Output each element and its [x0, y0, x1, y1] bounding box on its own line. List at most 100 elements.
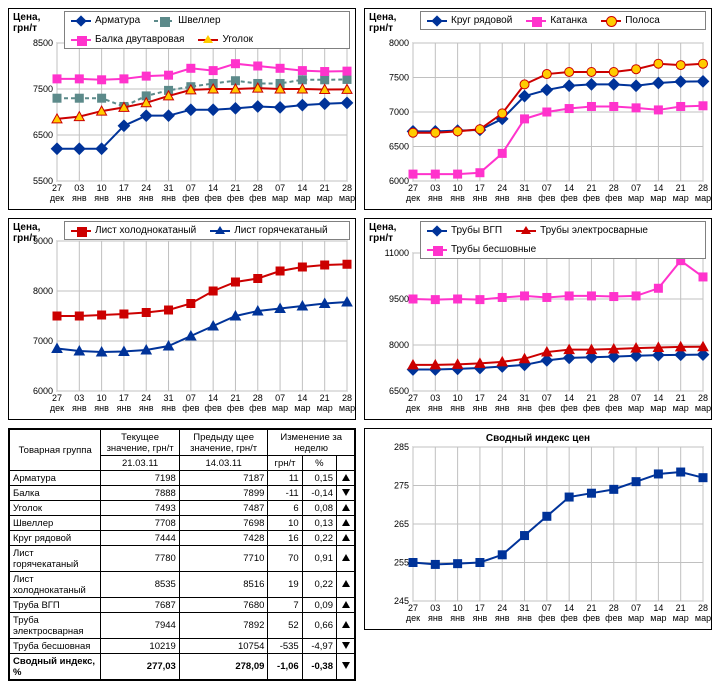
svg-text:28: 28	[342, 183, 352, 193]
svg-text:14: 14	[208, 183, 218, 193]
trend-up-icon	[342, 601, 350, 608]
svg-text:дек: дек	[50, 403, 64, 413]
svg-text:фев: фев	[205, 193, 222, 203]
svg-text:07: 07	[631, 393, 641, 403]
svg-text:10: 10	[453, 393, 463, 403]
svg-text:14: 14	[653, 393, 663, 403]
data-table: Товарная группаТекущее значение, грн/тПр…	[9, 429, 355, 680]
svg-text:6000: 6000	[389, 176, 409, 186]
svg-text:фев: фев	[561, 193, 578, 203]
svg-text:мар: мар	[339, 193, 355, 203]
svg-text:21: 21	[676, 393, 686, 403]
legend-item: Трубы электросварные	[516, 225, 648, 236]
svg-text:28: 28	[609, 603, 619, 613]
svg-text:03: 03	[430, 183, 440, 193]
svg-text:мар: мар	[628, 403, 644, 413]
svg-text:14: 14	[653, 603, 663, 613]
svg-text:07: 07	[631, 603, 641, 613]
chart-grid: Цена,грн/тАрматураШвеллерБалка двутавров…	[8, 8, 712, 681]
svg-text:17: 17	[475, 603, 485, 613]
svg-text:8000: 8000	[33, 286, 53, 296]
svg-text:янв: янв	[161, 403, 176, 413]
table-row: Труба бесшовная1021910754-535-4,97	[10, 639, 355, 654]
trend-up-icon	[342, 554, 350, 561]
svg-text:янв: янв	[517, 613, 532, 623]
svg-text:265: 265	[394, 519, 409, 529]
svg-text:7000: 7000	[33, 336, 53, 346]
chart-legend: Трубы ВГПТрубы электросварныеТрубы бесшо…	[420, 221, 706, 259]
svg-text:07: 07	[275, 183, 285, 193]
chart-1: Цена,грн/тАрматураШвеллерБалка двутавров…	[8, 8, 356, 210]
svg-text:14: 14	[297, 183, 307, 193]
svg-text:10: 10	[97, 183, 107, 193]
svg-text:фев: фев	[605, 193, 622, 203]
svg-text:21: 21	[230, 393, 240, 403]
table-row: Лист горячекатаный77807710700,91	[10, 546, 355, 572]
svg-text:янв: янв	[428, 193, 443, 203]
svg-text:фев: фев	[227, 403, 244, 413]
svg-text:янв: янв	[473, 193, 488, 203]
svg-text:07: 07	[631, 183, 641, 193]
svg-text:мар: мар	[695, 193, 711, 203]
svg-text:дек: дек	[406, 403, 420, 413]
table-row: Круг рядовой74447428160,22	[10, 531, 355, 546]
y-axis-label: Цена,грн/т	[369, 12, 396, 34]
svg-text:03: 03	[430, 393, 440, 403]
svg-text:фев: фев	[227, 193, 244, 203]
table-row: Швеллер77087698100,13	[10, 516, 355, 531]
chart-2: Цена,грн/тКруг рядовойКатанкаПолоса60006…	[364, 8, 712, 210]
svg-text:фев: фев	[538, 613, 555, 623]
table-row: Лист холоднокатаный85358516190,22	[10, 572, 355, 598]
svg-text:28: 28	[609, 393, 619, 403]
svg-text:7500: 7500	[389, 73, 409, 83]
svg-text:27: 27	[52, 393, 62, 403]
svg-text:мар: мар	[317, 193, 333, 203]
svg-text:дек: дек	[50, 193, 64, 203]
svg-text:янв: янв	[161, 193, 176, 203]
legend-item: Балка двутавровая	[71, 34, 184, 45]
svg-text:03: 03	[430, 603, 440, 613]
legend-item: Лист холоднокатаный	[71, 225, 196, 236]
svg-text:мар: мар	[695, 613, 711, 623]
svg-text:янв: янв	[139, 403, 154, 413]
table-row: Труба ВГП7687768070,09	[10, 598, 355, 613]
svg-text:фев: фев	[561, 613, 578, 623]
svg-text:9500: 9500	[389, 294, 409, 304]
y-axis-label: Цена,грн/т	[13, 12, 40, 34]
svg-text:07: 07	[542, 183, 552, 193]
svg-text:10: 10	[453, 183, 463, 193]
svg-text:275: 275	[394, 481, 409, 491]
svg-text:фев: фев	[583, 193, 600, 203]
chart-4: Цена,грн/тТрубы ВГПТрубы электросварныеТ…	[364, 218, 712, 420]
svg-text:21: 21	[586, 183, 596, 193]
trend-down-icon	[342, 642, 350, 649]
svg-text:03: 03	[74, 183, 84, 193]
svg-text:28: 28	[698, 183, 708, 193]
svg-text:28: 28	[609, 183, 619, 193]
legend-item: Круг рядовой	[427, 15, 512, 26]
summary-row: Сводный индекс, %277,03278,09-1,06-0,38	[10, 654, 355, 680]
svg-text:31: 31	[164, 393, 174, 403]
svg-text:07: 07	[186, 393, 196, 403]
svg-text:24: 24	[497, 603, 507, 613]
svg-text:мар: мар	[317, 403, 333, 413]
svg-text:14: 14	[564, 603, 574, 613]
svg-text:дек: дек	[406, 193, 420, 203]
svg-text:31: 31	[520, 183, 530, 193]
legend-item: Уголок	[198, 34, 253, 45]
svg-text:мар: мар	[272, 193, 288, 203]
svg-text:28: 28	[342, 393, 352, 403]
svg-text:Сводный индекс цен: Сводный индекс цен	[486, 433, 590, 444]
svg-text:мар: мар	[628, 193, 644, 203]
svg-text:21: 21	[320, 183, 330, 193]
svg-text:6500: 6500	[33, 130, 53, 140]
legend-item: Лист горячекатаный	[210, 225, 327, 236]
svg-text:14: 14	[208, 393, 218, 403]
svg-text:07: 07	[542, 603, 552, 613]
svg-text:24: 24	[141, 393, 151, 403]
svg-text:янв: янв	[517, 403, 532, 413]
svg-text:мар: мар	[294, 193, 310, 203]
chart-legend: Лист холоднокатаный Лист горячекатаный	[64, 221, 350, 240]
svg-text:фев: фев	[583, 403, 600, 413]
trend-up-icon	[342, 580, 350, 587]
